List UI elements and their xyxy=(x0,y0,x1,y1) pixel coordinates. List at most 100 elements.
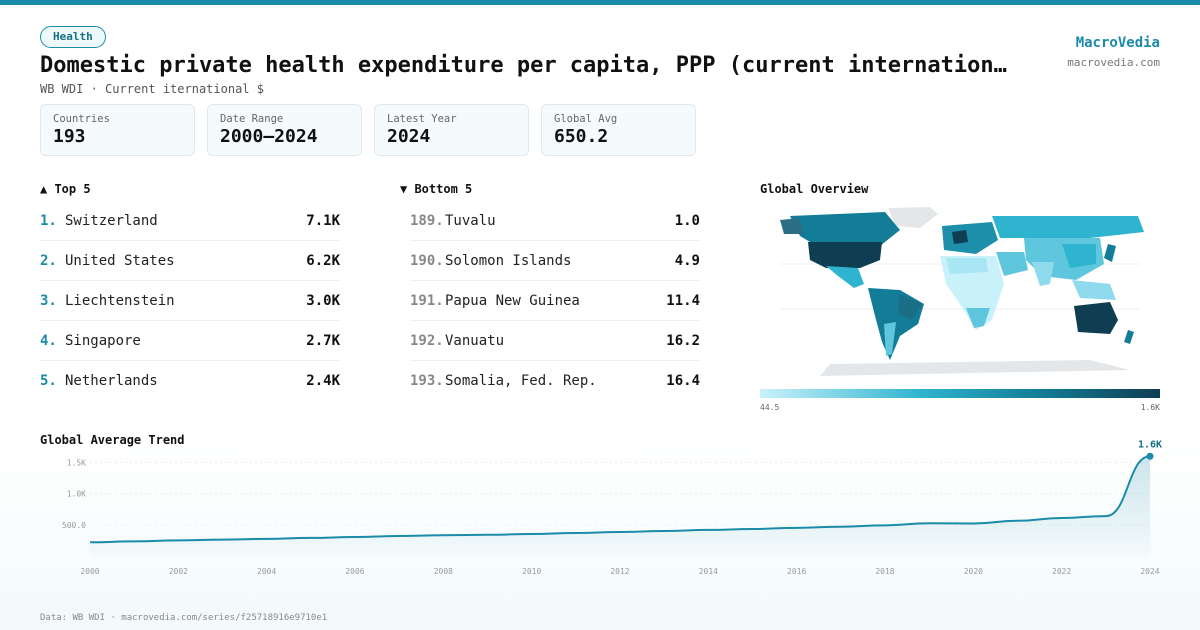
japan-region[interactable] xyxy=(1104,244,1116,262)
country-name: Singapore xyxy=(65,332,141,349)
stat-card-date-range: Date Range 2000–2024 xyxy=(207,104,362,156)
country-name: United States xyxy=(65,252,175,269)
russia-region[interactable] xyxy=(992,216,1144,238)
rank-number: 191. xyxy=(410,292,444,309)
mexico-region[interactable] xyxy=(826,266,864,288)
brand: MacroVedia macrovedia.com xyxy=(1067,35,1160,69)
x-tick-label: 2002 xyxy=(169,567,188,576)
brand-url[interactable]: macrovedia.com xyxy=(1067,56,1160,69)
trend-grid: 500.0 1.0K 1.5K xyxy=(62,458,1150,530)
top5-list: 1. Switzerland 7.1K 2. United States 6.2… xyxy=(40,201,340,401)
category-tag[interactable]: Health xyxy=(40,26,106,48)
x-tick-label: 2006 xyxy=(345,567,364,576)
x-tick-label: 2014 xyxy=(699,567,718,576)
country-value: 4.9 xyxy=(674,252,700,269)
map-legend-gradient xyxy=(760,389,1160,398)
antarctica-region[interactable] xyxy=(820,360,1130,376)
country-name: Papua New Guinea xyxy=(445,292,580,309)
rank-number: 189. xyxy=(410,212,444,229)
rank-number: 3. xyxy=(40,292,57,309)
country-value: 16.4 xyxy=(666,373,700,389)
country-value: 2.7K xyxy=(306,332,340,349)
south-america-region[interactable] xyxy=(868,288,924,360)
x-tick-label: 2004 xyxy=(257,567,276,576)
middle-east-region[interactable] xyxy=(996,252,1028,276)
australia-region[interactable] xyxy=(1074,302,1118,334)
stat-card-global-avg: Global Avg 650.2 xyxy=(541,104,696,156)
canada-region[interactable] xyxy=(790,212,900,248)
top-accent-bar xyxy=(0,0,1200,5)
list-item[interactable]: 3. Liechtenstein 3.0K xyxy=(40,281,340,321)
bottom5-list: 189. Tuvalu 1.0 190. Solomon Islands 4.9… xyxy=(410,201,700,401)
brand-name[interactable]: MacroVedia xyxy=(1075,35,1160,51)
x-tick-label: 2008 xyxy=(434,567,453,576)
usa-region[interactable] xyxy=(808,242,882,268)
x-tick-label: 2000 xyxy=(80,567,99,576)
china-region[interactable] xyxy=(1062,244,1096,268)
x-tick-label: 2020 xyxy=(964,567,983,576)
list-item[interactable]: 190. Solomon Islands 4.9 xyxy=(410,241,700,281)
list-item[interactable]: 192. Vanuatu 16.2 xyxy=(410,321,700,361)
list-item[interactable]: 193. Somalia, Fed. Rep. 16.4 xyxy=(410,361,700,401)
stat-label: Latest Year xyxy=(387,113,457,125)
world-choropleth-map[interactable] xyxy=(760,204,1160,380)
country-name: Netherlands xyxy=(65,373,158,389)
stat-label: Global Avg xyxy=(554,113,618,125)
country-name: Solomon Islands xyxy=(445,252,572,269)
greenland-region[interactable] xyxy=(888,207,938,228)
last-point-marker[interactable] xyxy=(1146,452,1154,460)
country-value: 6.2K xyxy=(306,252,340,269)
y-tick-label: 1.0K xyxy=(67,490,86,499)
x-tick-label: 2024 xyxy=(1140,567,1159,576)
stat-card-latest-year: Latest Year 2024 xyxy=(374,104,529,156)
trend-x-axis: 2000 2002 2004 2006 2008 2010 2012 2014 2016 2018… xyxy=(80,567,1159,576)
country-value: 16.2 xyxy=(666,332,700,349)
europe-region[interactable] xyxy=(942,222,998,254)
x-tick-label: 2012 xyxy=(610,567,629,576)
argentina-region[interactable] xyxy=(884,322,896,356)
south-africa-region[interactable] xyxy=(966,308,990,328)
list-item[interactable]: 2. United States 6.2K xyxy=(40,241,340,281)
trend-chart[interactable]: 500.01.0K1.5K 1.6K 2000 2002 2004 2006 2008 2… xyxy=(0,440,1200,600)
list-item[interactable]: 5. Netherlands 2.4K xyxy=(40,361,340,401)
list-item[interactable]: 4. Singapore 2.7K xyxy=(40,321,340,361)
trend-title: Global Average Trend xyxy=(40,433,185,447)
footer-source: Data: WB WDI · macrovedia.com/series/f25… xyxy=(40,613,328,623)
brazil-region[interactable] xyxy=(898,294,922,320)
list-item[interactable]: 189. Tuvalu 1.0 xyxy=(410,201,700,241)
stat-value: 193 xyxy=(53,126,86,147)
legend-max-label: 1.6K xyxy=(1140,403,1160,412)
trend-area xyxy=(90,456,1150,556)
country-name: Switzerland xyxy=(65,212,158,229)
country-value: 1.0 xyxy=(674,212,700,229)
rank-number: 190. xyxy=(410,252,444,269)
trend-points: 1.6K xyxy=(1138,440,1162,460)
new-zealand-region[interactable] xyxy=(1124,330,1134,344)
stat-label: Date Range xyxy=(220,113,284,125)
list-item[interactable]: 1. Switzerland 7.1K xyxy=(40,201,340,241)
western-europe-region[interactable] xyxy=(952,230,968,244)
north-africa-region[interactable] xyxy=(946,258,988,274)
stat-card-countries: Countries 193 xyxy=(40,104,195,156)
last-value-label: 1.6K xyxy=(1138,440,1162,450)
india-region[interactable] xyxy=(1032,262,1054,286)
alaska-region[interactable] xyxy=(780,218,804,234)
page-title: Domestic private health expenditure per … xyxy=(40,53,1007,78)
page-subtitle: WB WDI · Current iternational $ xyxy=(40,82,264,96)
map-title: Global Overview xyxy=(760,182,869,196)
trend-line xyxy=(89,455,1151,544)
country-name: Vanuatu xyxy=(445,332,505,349)
x-tick-label: 2016 xyxy=(787,567,806,576)
stats-row: Countries 193 Date Range 2000–2024 Lates… xyxy=(40,104,708,156)
top5-title: ▲ Top 5 xyxy=(40,182,91,196)
stat-value: 650.2 xyxy=(554,126,609,147)
country-value: 2.4K xyxy=(306,373,340,389)
country-value: 7.1K xyxy=(306,212,340,229)
country-name: Liechtenstein xyxy=(65,292,175,309)
southeast-asia-region[interactable] xyxy=(1072,280,1116,300)
rank-number: 192. xyxy=(410,332,444,349)
rank-number: 1. xyxy=(40,212,57,229)
list-item[interactable]: 191. Papua New Guinea 11.4 xyxy=(410,281,700,321)
rank-number: 5. xyxy=(40,373,57,389)
y-tick-label: 1.5K xyxy=(67,458,86,467)
